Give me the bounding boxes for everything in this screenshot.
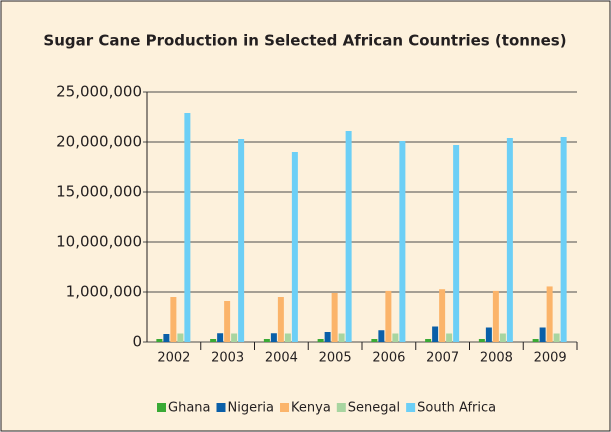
legend-swatch [157, 403, 166, 412]
y-tick-label: 15,000,000 [56, 183, 142, 201]
y-tick-label: 0 [132, 333, 142, 351]
bar [345, 131, 352, 342]
bar [506, 138, 513, 342]
y-tick-label: 1,000,000 [66, 283, 142, 301]
bar [338, 333, 345, 342]
bar [392, 333, 399, 342]
bar [263, 339, 270, 342]
y-tick-label: 25,000,000 [56, 83, 142, 101]
bar [156, 339, 163, 342]
bar [446, 333, 453, 342]
x-tick-label: 2008 [480, 351, 513, 366]
y-tick-label: 10,000,000 [56, 233, 142, 251]
bar [560, 137, 567, 342]
bar [478, 339, 485, 342]
x-tick-label: 2003 [211, 351, 244, 366]
x-tick-label: 2004 [265, 351, 298, 366]
bar [485, 327, 492, 342]
bar [331, 293, 338, 342]
bar [163, 334, 170, 342]
legend-swatch [406, 403, 416, 412]
bar [371, 339, 378, 342]
bar [217, 333, 224, 342]
bar [210, 339, 217, 342]
bar [284, 333, 291, 342]
bar [546, 286, 553, 342]
bar [453, 145, 460, 342]
bar [378, 330, 385, 342]
x-tick-label: 2002 [157, 351, 190, 366]
bar [324, 332, 331, 342]
bar [492, 290, 499, 342]
bar [532, 339, 539, 342]
bar [499, 333, 506, 342]
legend-swatch [336, 403, 346, 412]
x-tick-label: 2007 [426, 351, 459, 366]
bar [177, 333, 184, 342]
bar [432, 326, 439, 342]
legend-swatch [280, 403, 290, 412]
bar [184, 113, 191, 342]
legend-label: South Africa [417, 401, 496, 416]
bar [439, 289, 446, 342]
bar [317, 339, 324, 342]
x-tick-label: 2005 [319, 351, 352, 366]
bar [224, 301, 231, 342]
bar [385, 290, 392, 342]
bar [170, 297, 177, 342]
bar [270, 333, 277, 342]
bar [277, 297, 284, 342]
legend-swatch [216, 403, 226, 412]
x-tick-label: 2006 [372, 351, 405, 366]
y-tick-label: 20,000,000 [56, 133, 142, 151]
legend-label: Ghana [168, 401, 211, 416]
bar [231, 333, 238, 342]
legend-label: Nigeria [228, 401, 275, 416]
legend-label: Senegal [348, 401, 400, 416]
bar [399, 141, 406, 342]
bar [425, 339, 432, 342]
chart-title: Sugar Cane Production in Selected Africa… [43, 32, 566, 50]
legend-label: Kenya [291, 401, 331, 416]
bar [291, 152, 298, 342]
bar [238, 139, 245, 342]
x-tick-label: 2009 [534, 351, 567, 366]
bar [539, 327, 546, 342]
bar [553, 333, 560, 342]
